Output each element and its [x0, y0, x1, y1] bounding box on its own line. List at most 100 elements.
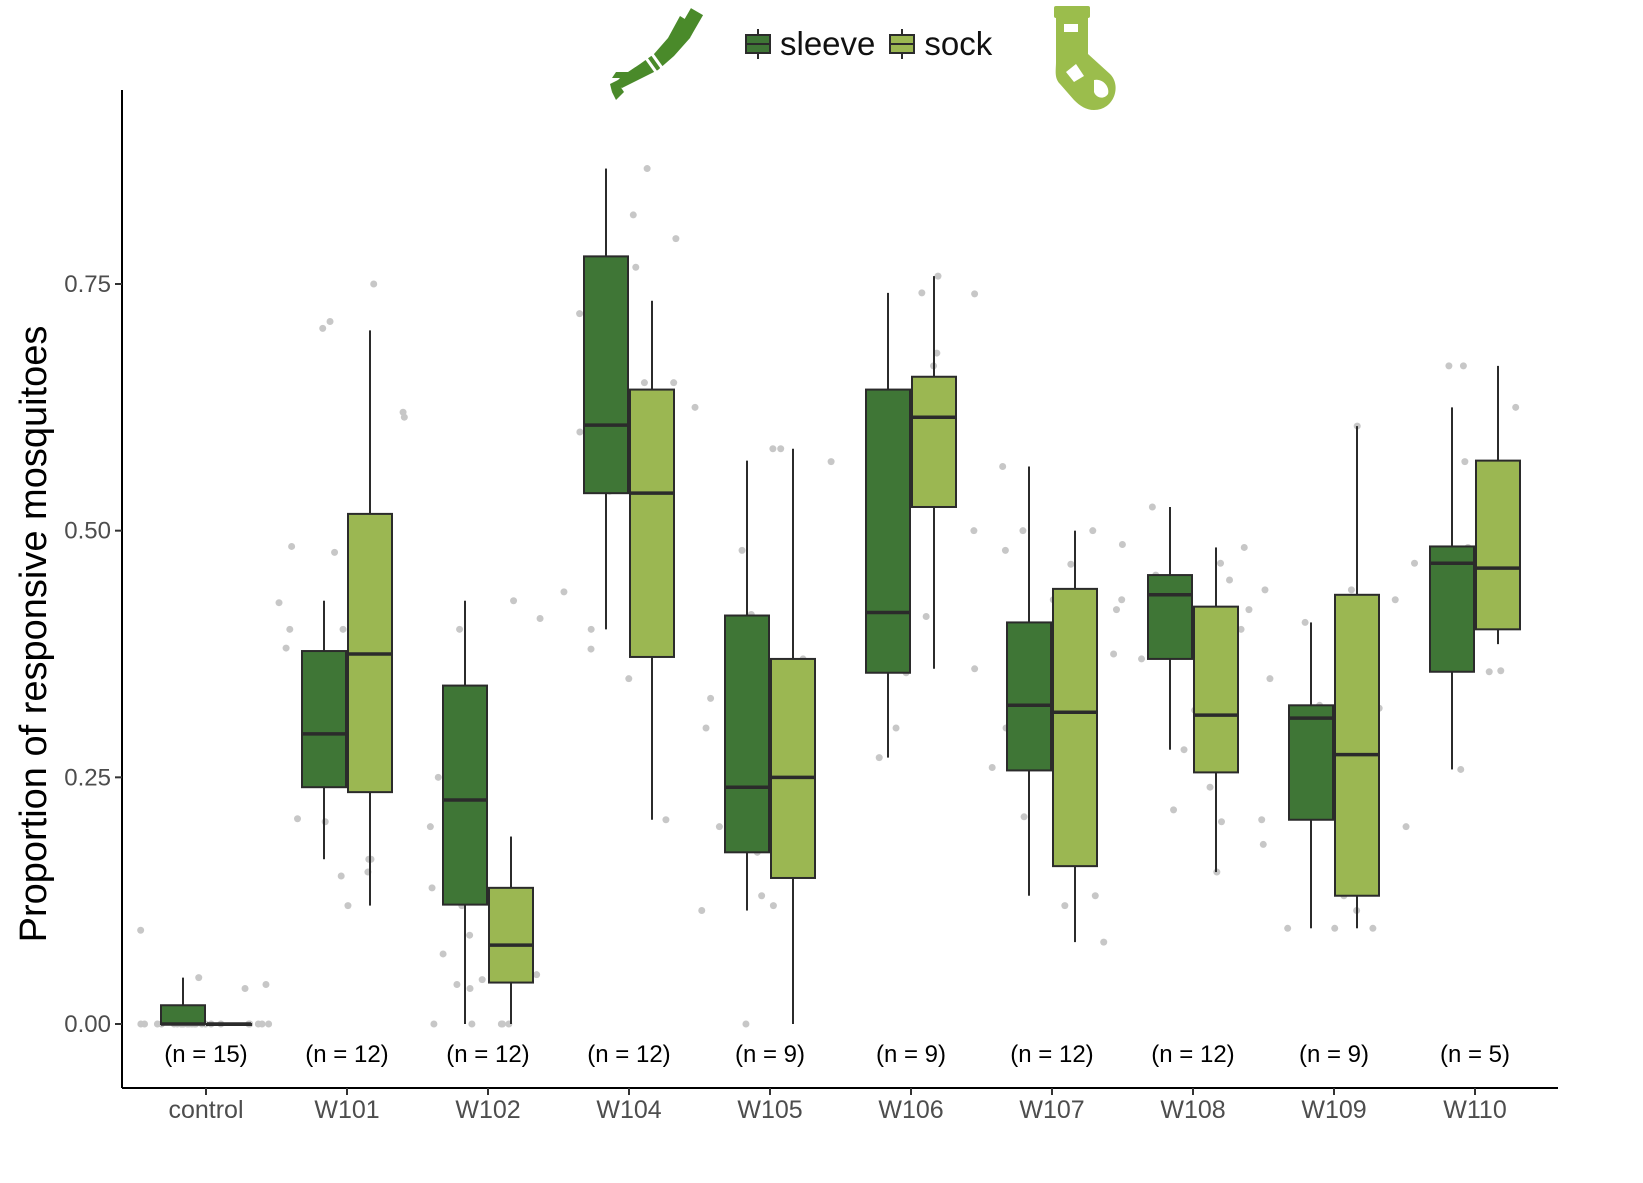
data-point: [466, 984, 474, 992]
box-body: [583, 255, 629, 495]
x-tick-label: W102: [455, 1096, 520, 1124]
data-point: [536, 614, 544, 622]
box-sock-W105: [770, 448, 816, 1024]
data-point: [892, 724, 900, 732]
data-point: [326, 317, 334, 325]
data-point: [137, 1020, 145, 1028]
data-point: [922, 613, 930, 621]
data-point: [1266, 675, 1274, 683]
data-point: [1118, 596, 1126, 604]
box-body: [1052, 587, 1098, 868]
data-point: [275, 599, 283, 607]
data-point: [576, 428, 584, 436]
data-point: [827, 458, 835, 466]
data-point: [1217, 559, 1225, 567]
data-point: [1206, 783, 1214, 791]
data-point: [1148, 503, 1156, 511]
data-point: [510, 597, 518, 605]
data-point: [468, 1020, 476, 1028]
data-point: [466, 931, 474, 939]
data-point: [691, 403, 699, 411]
box-body: [1147, 574, 1193, 660]
data-point: [365, 855, 373, 863]
data-point: [1259, 840, 1267, 848]
data-point: [344, 902, 352, 910]
data-point: [1118, 540, 1126, 548]
data-point: [1001, 546, 1009, 554]
data-point: [1067, 560, 1075, 568]
data-point: [426, 823, 434, 831]
y-tick-label: 0.50: [64, 518, 111, 545]
data-point: [625, 675, 633, 683]
data-point: [970, 527, 978, 535]
box-body: [301, 650, 347, 789]
data-point: [498, 1020, 506, 1028]
data-point: [319, 324, 327, 332]
data-point: [632, 263, 640, 271]
box-body: [1288, 704, 1334, 821]
data-point: [576, 310, 584, 318]
data-point: [1258, 816, 1266, 824]
data-point: [453, 981, 461, 989]
box-sock-W101: [347, 330, 393, 906]
sample-size-label: (n = 9): [1299, 1041, 1369, 1068]
data-point: [1391, 596, 1399, 604]
data-point: [999, 463, 1007, 471]
data-point: [629, 211, 637, 219]
x-tick-label: W110: [1443, 1096, 1506, 1124]
y-tick-label: 0.25: [64, 764, 111, 791]
data-point: [672, 235, 680, 243]
sample-size-label: (n = 12): [1151, 1041, 1234, 1068]
x-tick-label: W101: [314, 1096, 379, 1124]
data-point: [670, 379, 678, 387]
data-point: [1091, 892, 1099, 900]
data-point: [698, 907, 706, 915]
data-point: [933, 349, 941, 357]
data-point: [1461, 458, 1469, 466]
data-point: [1019, 527, 1027, 535]
data-point: [971, 665, 979, 673]
box-body: [1429, 545, 1475, 673]
data-point: [1347, 586, 1355, 594]
data-point: [370, 280, 378, 288]
data-point: [1226, 576, 1234, 584]
box-sock-W108: [1193, 547, 1239, 873]
data-point: [1112, 606, 1120, 614]
y-tick-label: 0.00: [64, 1011, 111, 1038]
arm-sleeve-icon: [610, 8, 720, 113]
data-point: [434, 773, 442, 781]
legend-item-sleeve: sleeve: [745, 25, 875, 63]
data-point: [707, 694, 715, 702]
box-sleeve-W104: [583, 168, 629, 630]
data-point: [430, 1020, 438, 1028]
data-point: [262, 981, 270, 989]
box-body: [1475, 459, 1521, 631]
data-point: [738, 546, 746, 554]
data-point: [1369, 924, 1377, 932]
data-point: [1110, 650, 1118, 658]
box-sleeve-W106: [865, 292, 911, 758]
sample-size-label: (n = 9): [735, 1041, 805, 1068]
box-body: [1006, 621, 1052, 772]
sample-size-label: (n = 9): [876, 1041, 946, 1068]
x-tick-label: W106: [878, 1096, 943, 1124]
data-point: [640, 379, 648, 387]
data-point: [702, 724, 710, 732]
data-point: [1217, 818, 1225, 826]
x-tick-label: W105: [737, 1096, 802, 1124]
box-body: [1193, 605, 1239, 774]
box-sock-W104: [629, 300, 675, 820]
data-point: [560, 588, 568, 596]
data-point: [1061, 902, 1069, 910]
data-point: [643, 165, 651, 173]
data-point: [195, 974, 203, 982]
box-sock-W110: [1475, 365, 1521, 645]
data-point: [1485, 668, 1493, 676]
data-point: [294, 815, 302, 823]
box-sleeve-W108: [1147, 506, 1193, 750]
data-point: [918, 289, 926, 297]
sample-size-label: (n = 15): [164, 1041, 247, 1068]
box-sock-W106: [911, 276, 957, 669]
data-point: [742, 1020, 750, 1028]
